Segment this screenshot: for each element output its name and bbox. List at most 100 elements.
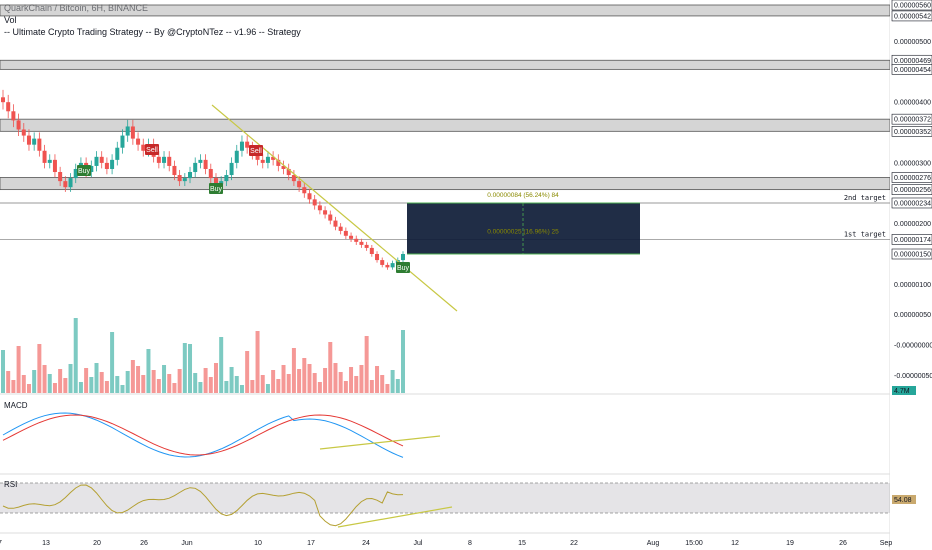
volume-bar	[203, 368, 208, 393]
candle-body	[42, 150, 47, 163]
price-tick-label: 0.00000150	[894, 252, 931, 259]
resistance-zone	[0, 59, 891, 70]
volume-bar	[177, 369, 182, 393]
sell-signal-label: Sell	[146, 147, 158, 154]
volume-bar	[312, 373, 317, 393]
time-tick-label: 10	[254, 540, 262, 547]
volume-indicator-label: Vol	[4, 15, 17, 25]
price-tick-label: 0.00000542	[894, 13, 931, 20]
volume-bar	[333, 363, 338, 393]
volume-bar	[1, 350, 5, 393]
candle-body	[73, 168, 78, 179]
candle-body	[198, 159, 203, 163]
candle-body	[317, 205, 322, 211]
price-tick-label: 0.00000100	[894, 282, 931, 289]
sell-signal: Sell	[145, 144, 159, 155]
candle-body	[297, 181, 302, 188]
volume-bar	[395, 379, 400, 393]
volume-bar	[162, 365, 167, 393]
candle-body	[401, 254, 405, 261]
price-tick-label: 0.00000200	[894, 221, 931, 228]
rsi-pane-label: RSI	[4, 480, 18, 489]
macd-pane-label: MACD	[4, 401, 28, 410]
volume-bar	[338, 372, 343, 393]
time-tick-label: 22	[570, 540, 578, 547]
buy-signal-bg	[396, 262, 410, 273]
candle-body	[63, 181, 68, 188]
candle-body	[281, 165, 286, 169]
price-tick-label: 0.00000372	[894, 117, 931, 124]
candle-body	[239, 141, 244, 151]
volume-bar	[125, 371, 130, 393]
macd-line	[2, 412, 404, 458]
candle-body	[37, 138, 42, 151]
volume-bar	[26, 384, 31, 393]
price-tick-label: 0.00000174	[894, 237, 931, 244]
volume-bar	[349, 367, 354, 393]
candle-body	[245, 141, 250, 148]
candle-body	[6, 102, 11, 112]
candle-body	[177, 175, 182, 182]
candle-body	[47, 159, 52, 163]
rsi-line	[2, 484, 404, 527]
volume-current-value: 4.7M	[894, 388, 910, 395]
buy-signal-label: Buy	[78, 168, 91, 175]
price-axis-marker	[891, 113, 932, 125]
candle-body	[213, 178, 218, 185]
descending-trendline	[211, 104, 458, 312]
volume-bar	[208, 377, 213, 393]
buy-signal-bg	[77, 165, 91, 176]
buy-signal-label: Buy	[210, 186, 223, 193]
time-tick-label: 7	[0, 540, 2, 547]
time-tick-label: 8	[468, 540, 472, 547]
volume-bar	[323, 368, 328, 393]
candle-body	[307, 193, 312, 200]
resistance-zone	[0, 177, 891, 191]
candle-body	[224, 175, 229, 182]
volume-bar	[68, 364, 73, 393]
projection-upper-text: 0.00000084 (56.24%) 84	[487, 192, 559, 199]
candle-body	[167, 156, 172, 166]
volume-bar	[182, 343, 187, 393]
volume-bar	[141, 375, 146, 393]
candle-body	[193, 162, 198, 173]
candle-body	[234, 150, 239, 163]
volume-bar	[167, 374, 172, 393]
price-tick-label: 0.00000276	[894, 175, 931, 182]
buy-signal: Buy	[77, 165, 91, 176]
time-tick-label: 17	[307, 540, 315, 547]
candle-body	[125, 126, 130, 136]
volume-bar	[89, 377, 94, 393]
sell-signal-bg	[145, 144, 159, 155]
time-tick-label: 26	[140, 540, 148, 547]
volume-bar	[250, 380, 255, 393]
volume-bar	[265, 384, 270, 393]
candle-body	[26, 135, 31, 145]
volume-bar	[151, 370, 156, 393]
time-tick-label: 24	[362, 540, 370, 547]
volume-bar	[58, 369, 63, 393]
volume-bar	[307, 364, 312, 393]
candle-body	[94, 156, 99, 166]
candle-body	[323, 210, 328, 215]
candle-body	[265, 156, 270, 163]
time-tick-label: 19	[786, 540, 794, 547]
price-axis-marker	[891, 234, 932, 245]
volume-value-bg	[892, 386, 916, 395]
candle-body	[369, 247, 374, 254]
time-tick-label: 12	[731, 540, 739, 547]
price-tick-label: 0.00000469	[894, 58, 931, 65]
volume-bar	[297, 369, 302, 393]
candle-body	[203, 159, 208, 169]
resistance-zone	[0, 4, 891, 17]
volume-bar	[78, 382, 83, 393]
candle-body	[390, 263, 395, 268]
volume-bar	[359, 365, 364, 393]
volume-bar	[21, 375, 26, 393]
candle-body	[302, 187, 307, 194]
volume-bar	[94, 363, 99, 393]
candle-body	[359, 241, 364, 245]
candle-body	[188, 172, 193, 179]
candle-body	[52, 159, 57, 173]
